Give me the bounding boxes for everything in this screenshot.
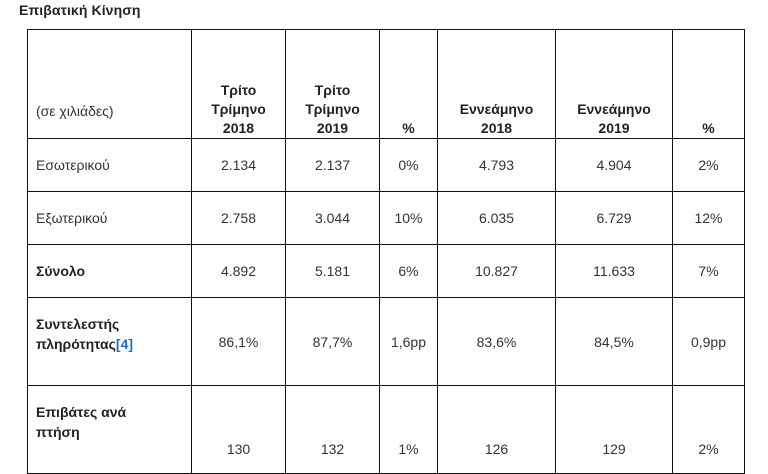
row-label-total: Σύνολο: [27, 244, 192, 298]
cell: 83,6%: [437, 297, 556, 386]
table-row: Εσωτερικού 2.134 2.137 0% 4.793 4.904 2%: [27, 138, 745, 192]
table-row: Εξωτερικού 2.758 3.044 10% 6.035 6.729 1…: [27, 191, 745, 245]
cell: 1%: [379, 385, 438, 474]
header-9m-2018: Εννεάμηνο 2018: [437, 29, 556, 139]
cell: 4.904: [555, 138, 673, 192]
cell: 4.793: [437, 138, 556, 192]
header-q3-change: %: [379, 29, 438, 139]
cell: 0,9pp: [672, 297, 745, 386]
header-q3-2018: Τρίτο Τρίμηνο 2018: [191, 29, 286, 139]
row-label-domestic: Εσωτερικού: [27, 138, 192, 192]
cell: 2.137: [285, 138, 380, 192]
cell: 4.892: [191, 244, 286, 298]
cell: 129: [555, 385, 673, 474]
cell: 12%: [672, 191, 745, 245]
cell: 2%: [672, 138, 745, 192]
table-row: Σύνολο 4.892 5.181 6% 10.827 11.633 7%: [27, 244, 745, 298]
cell: 5.181: [285, 244, 380, 298]
cell: 2%: [672, 385, 745, 474]
cell: 10%: [379, 191, 438, 245]
unit-label: (σε χιλιάδες): [27, 29, 192, 139]
cell: 11.633: [555, 244, 673, 298]
header-9m-2019: Εννεάμηνο 2019: [555, 29, 673, 139]
cell: 84,5%: [555, 297, 673, 386]
cell: 10.827: [437, 244, 556, 298]
cell: 6.729: [555, 191, 673, 245]
cell: 86,1%: [191, 297, 286, 386]
cell: 130: [191, 385, 286, 474]
cell: 1,6pp: [379, 297, 438, 386]
row-label-international: Εξωτερικού: [27, 191, 192, 245]
table-header-row: (σε χιλιάδες) Τρίτο Τρίμηνο 2018 Τρίτο Τρίμ…: [27, 29, 745, 139]
cell: 3.044: [285, 191, 380, 245]
cell: 132: [285, 385, 380, 474]
table-row: Επιβάτες ανά πτήση 130 132 1% 126 129 2%: [27, 385, 745, 474]
row-label-load-factor: Συντελεστής πληρότητας[4]: [27, 297, 192, 386]
cell: 6%: [379, 244, 438, 298]
cell: 2.758: [191, 191, 286, 245]
header-9m-change: %: [672, 29, 745, 139]
cell: 0%: [379, 138, 438, 192]
section-title: Επιβατική Κίνηση: [19, 2, 141, 18]
cell: 6.035: [437, 191, 556, 245]
cell: 7%: [672, 244, 745, 298]
cell: 2.134: [191, 138, 286, 192]
cell: 126: [437, 385, 556, 474]
table-row: Συντελεστής πληρότητας[4] 86,1% 87,7% 1,6…: [27, 297, 745, 386]
row-label-passengers-per-flight: Επιβάτες ανά πτήση: [27, 385, 192, 474]
header-q3-2019: Τρίτο Τρίμηνο 2019: [285, 29, 380, 139]
footnote-link[interactable]: [4]: [115, 336, 134, 352]
cell: 87,7%: [285, 297, 380, 386]
passenger-traffic-table: (σε χιλιάδες) Τρίτο Τρίμηνο 2018 Τρίτο Τρίμ…: [27, 29, 745, 474]
